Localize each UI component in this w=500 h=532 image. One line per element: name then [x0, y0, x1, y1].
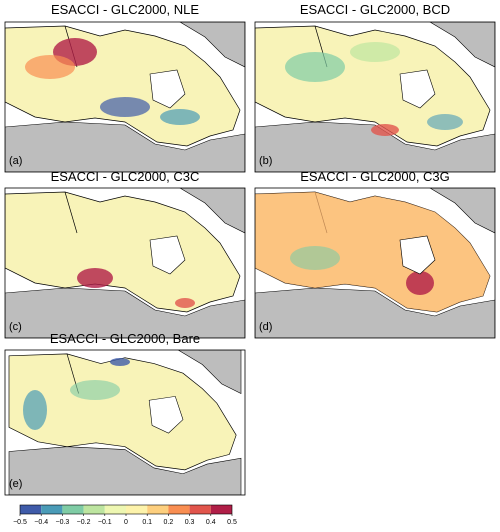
colorbar-bin: [83, 505, 105, 514]
panel-title: ESACCI - GLC2000, Bare: [50, 331, 200, 346]
colorbar-bin: [189, 505, 211, 514]
colorbar-tick-label: 0.4: [206, 519, 216, 526]
panel-c: (c): [4, 187, 246, 339]
panel-title: ESACCI - GLC2000, BCD: [300, 2, 450, 17]
panel-label: (b): [259, 155, 272, 167]
colorbar-tick-label: −0.1: [98, 519, 112, 526]
panel-label: (e): [9, 478, 22, 490]
colorbar-tick-label: −0.5: [13, 519, 27, 526]
colorbar-tick-label: 0.2: [164, 519, 174, 526]
colorbar-tick-label: 0.1: [142, 519, 152, 526]
colorbar-bin: [62, 505, 84, 514]
colorbar-bin: [147, 505, 169, 514]
panel-label: (c): [9, 321, 22, 333]
panel-title: ESACCI - GLC2000, C3C: [51, 169, 200, 184]
panel-title: ESACCI - GLC2000, NLE: [51, 2, 199, 17]
colorbar-tick-label: 0.3: [185, 519, 195, 526]
colorbar-tick-label: 0: [124, 519, 128, 526]
colorbar-bin: [126, 505, 148, 514]
panel-d: (d): [254, 187, 496, 339]
colorbar-tick-label: −0.4: [34, 519, 48, 526]
colorbar-bin: [210, 505, 232, 514]
colorbar-bin: [41, 505, 63, 514]
panel-title: ESACCI - GLC2000, C3G: [300, 169, 450, 184]
panel-label: (a): [9, 155, 22, 167]
colorbar-bin: [104, 505, 126, 514]
colorbar-tick-label: 0.5: [227, 519, 237, 526]
colorbar-tick-label: −0.3: [55, 519, 69, 526]
panel-e: (e): [4, 349, 246, 496]
panel-label: (d): [259, 321, 272, 333]
panel-a: (a): [4, 21, 246, 173]
colorbar-tick-label: −0.2: [77, 519, 91, 526]
panel-b: (b): [254, 21, 496, 173]
colorbar-bin: [168, 505, 190, 514]
colorbar-bin: [20, 505, 42, 514]
